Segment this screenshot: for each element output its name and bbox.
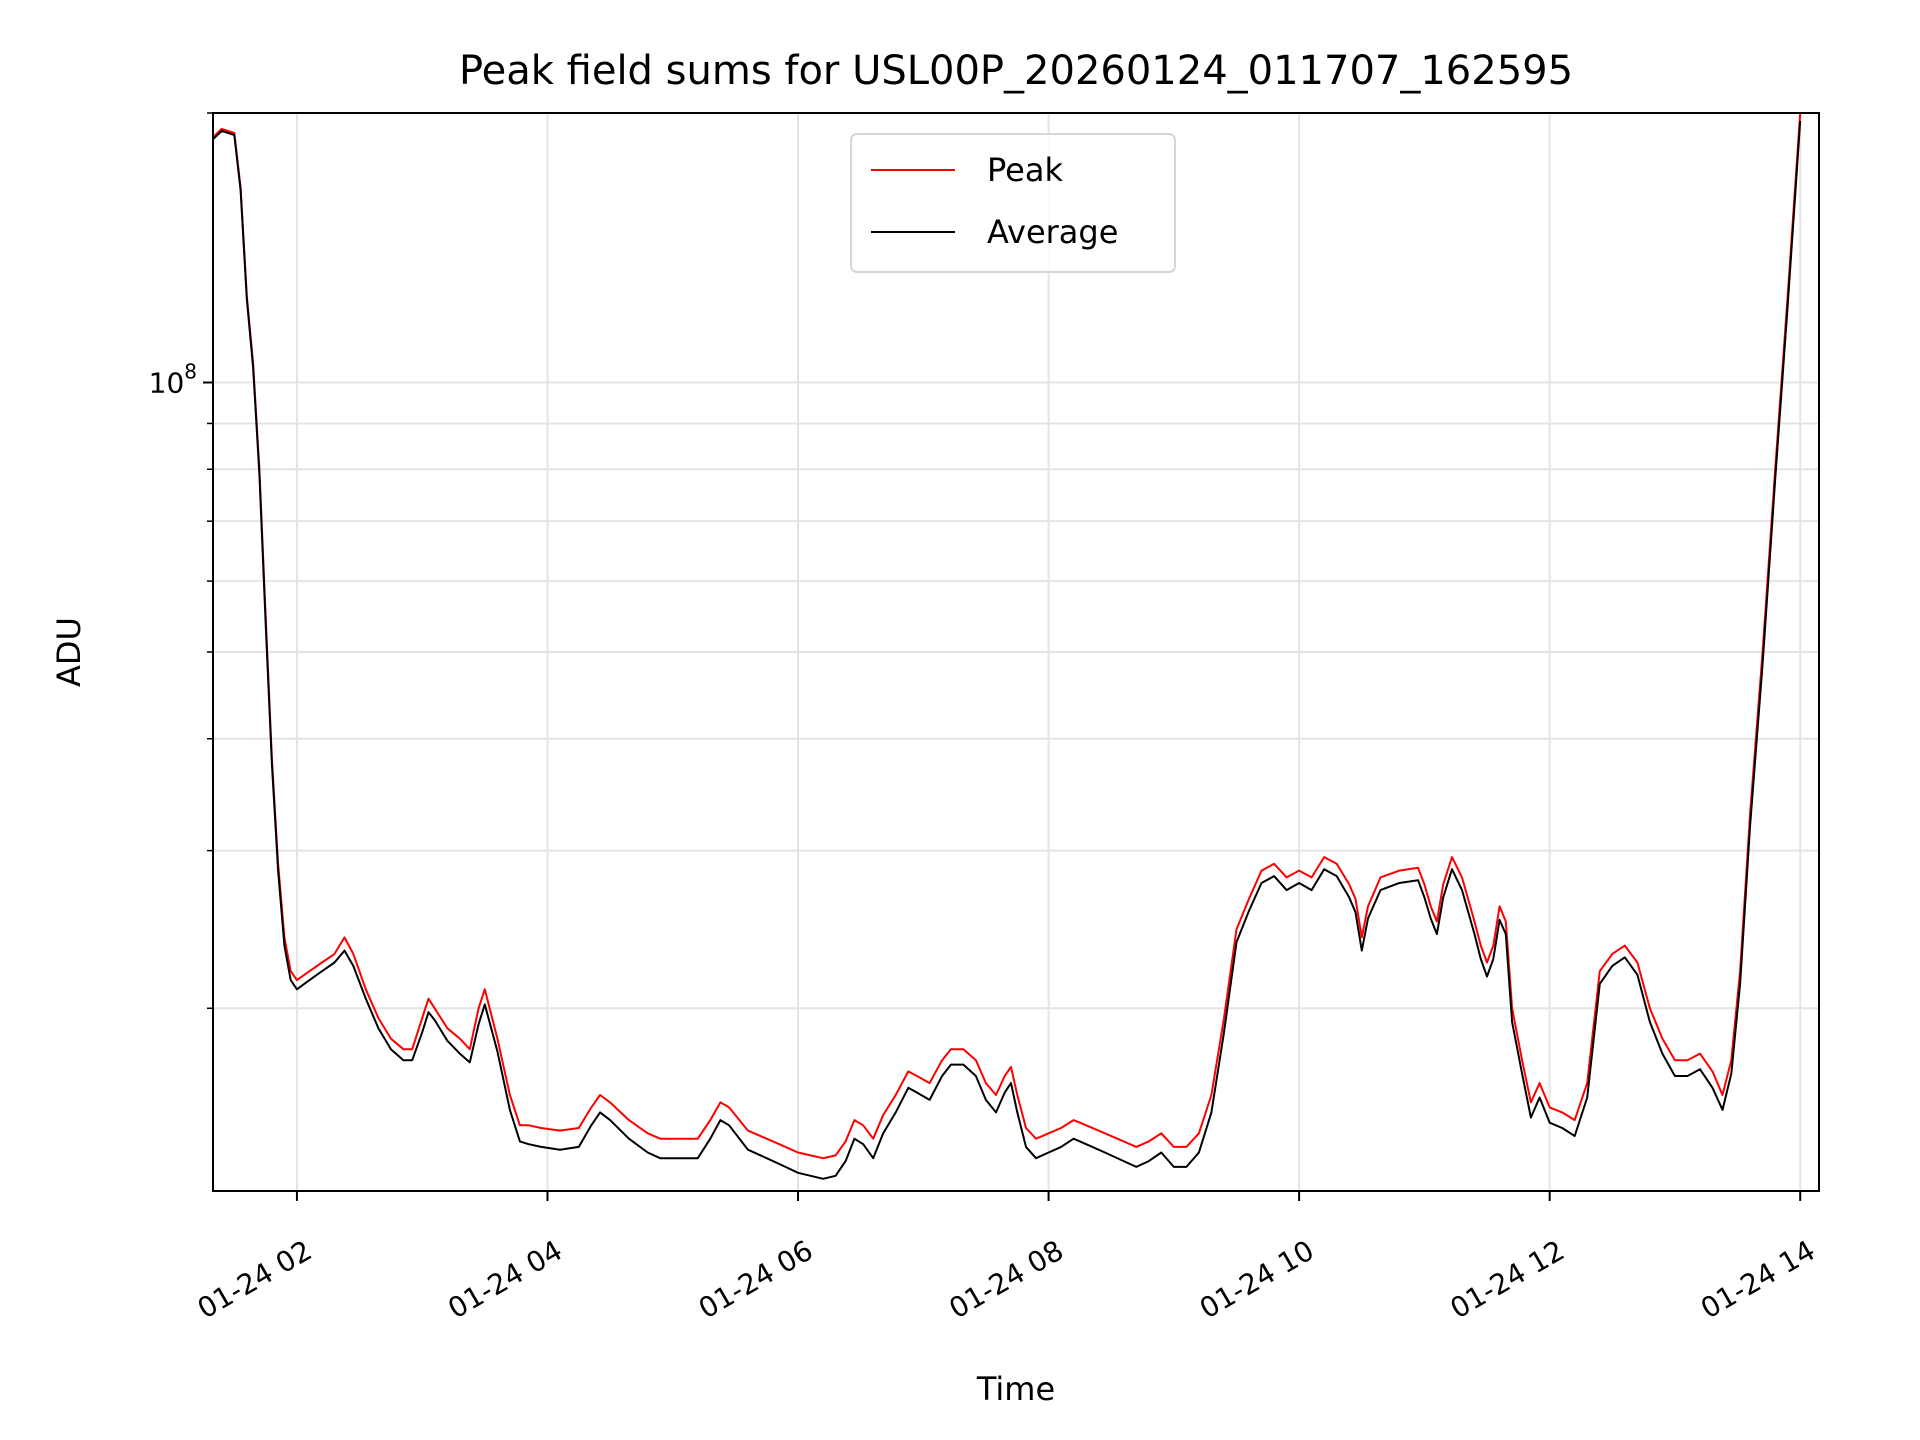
y-axis-label: ADU — [50, 617, 88, 687]
grid — [213, 112, 1819, 1191]
legend: Peak Average — [850, 133, 1176, 273]
series-line-average — [213, 120, 1802, 1180]
legend-label-peak: Peak — [987, 151, 1063, 189]
chart-title: Peak field sums for USL00P_20260124_0117… — [459, 48, 1573, 94]
y-tick-exponent: 8 — [184, 360, 197, 384]
legend-box — [850, 133, 1176, 273]
legend-label-average: Average — [987, 213, 1118, 251]
series-layer — [213, 113, 1802, 1180]
x-axis-label: Time — [976, 1370, 1055, 1408]
series-line-peak — [213, 113, 1802, 1160]
